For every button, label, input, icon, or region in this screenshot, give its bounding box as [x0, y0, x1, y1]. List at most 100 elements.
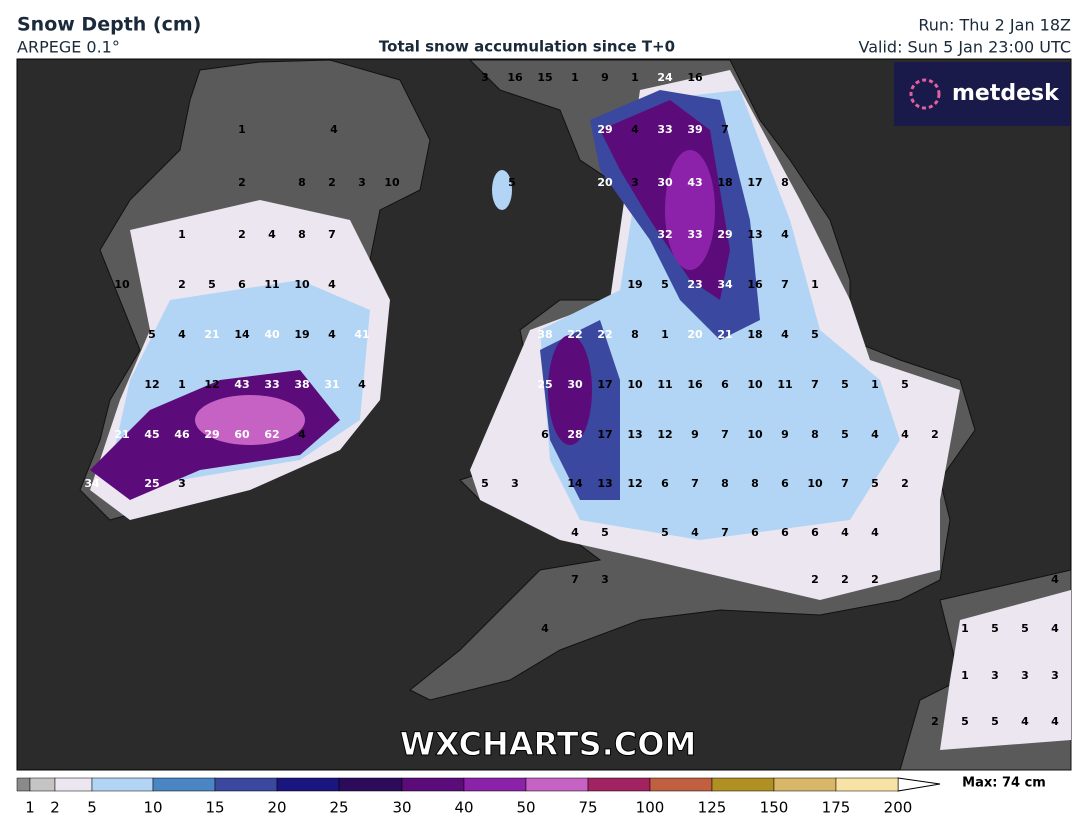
map-value: 2 — [811, 573, 819, 586]
map-value: 7 — [721, 428, 729, 441]
colorbar-tick-label: 10 — [143, 799, 162, 817]
map-value: 2 — [871, 573, 879, 586]
colorbar-segment — [276, 777, 340, 792]
map-value: 13 — [597, 477, 612, 490]
map-value: 34 — [717, 278, 733, 291]
map-value: 10 — [114, 278, 130, 291]
map-value: 3 — [601, 573, 609, 586]
map-value: 5 — [148, 328, 156, 341]
map-value: 4 — [328, 328, 336, 341]
colorbar-segment — [587, 777, 651, 792]
colorbar-segment — [835, 777, 899, 792]
map-value: 1 — [811, 278, 819, 291]
colorbar-tick-label: 1 — [25, 799, 35, 817]
map-value: 10 — [747, 378, 763, 391]
map-value: 5 — [961, 715, 969, 728]
map-value: 1 — [178, 378, 186, 391]
colorbar-tick-label: 125 — [698, 799, 727, 817]
map-value: 8 — [721, 477, 729, 490]
map-value: 4 — [1021, 715, 1029, 728]
map-value: 33 — [657, 123, 672, 136]
map-value: 45 — [144, 428, 159, 441]
map-value: 5 — [661, 526, 669, 539]
map-value: 5 — [661, 278, 669, 291]
map-value: 11 — [777, 378, 792, 391]
logo-icon — [909, 78, 941, 110]
map-value: 22 — [597, 328, 612, 341]
map-value: 12 — [657, 428, 672, 441]
colorbar-segment — [16, 777, 31, 792]
map-value: 30 — [567, 378, 583, 391]
map-value: 4 — [178, 328, 186, 341]
map-value: 31 — [324, 378, 339, 391]
map-value: 24 — [657, 71, 673, 84]
map-value: 6 — [781, 526, 789, 539]
map-value: 4 — [871, 428, 879, 441]
map-value: 4 — [841, 526, 849, 539]
map-value: 6 — [751, 526, 759, 539]
map-value: 3 — [1051, 669, 1059, 682]
map-value: 1 — [871, 378, 879, 391]
map-value: 16 — [687, 71, 703, 84]
map-value: 20 — [687, 328, 703, 341]
map-value: 22 — [567, 328, 582, 341]
colorbar-segment — [29, 777, 56, 792]
map-value: 40 — [264, 328, 280, 341]
map-value: 8 — [298, 228, 306, 241]
map-value: 5 — [1021, 622, 1029, 635]
map-value: 4 — [328, 278, 336, 291]
map-value: 6 — [541, 428, 549, 441]
colorbar-tick-label: 2 — [50, 799, 60, 817]
map-value: 29 — [204, 428, 219, 441]
map-value: 5 — [841, 428, 849, 441]
map-value: 2 — [901, 477, 909, 490]
map-value: 20 — [597, 176, 613, 189]
map-value: 4 — [1051, 715, 1059, 728]
map-value: 14 — [234, 328, 250, 341]
map-value: 5 — [601, 526, 609, 539]
legend: Max: 74 cm 1 2 5 10 15 20 25 30 40 50 75 100 125 150 1… — [16, 776, 1046, 817]
map-value: 17 — [597, 378, 612, 391]
map-value: 8 — [811, 428, 819, 441]
map-value: 2 — [238, 228, 246, 241]
title: Snow Depth (cm) — [17, 14, 201, 36]
map-value: 2 — [931, 715, 939, 728]
map-value: 4 — [298, 428, 306, 441]
colorbar-segment — [54, 777, 93, 792]
map-value: 7 — [721, 123, 729, 136]
map-value: 43 — [234, 378, 249, 391]
map-value: 13 — [747, 228, 762, 241]
map-value: 6 — [238, 278, 246, 291]
colorbar-tick-label: 25 — [329, 799, 348, 817]
map-value: 8 — [298, 176, 306, 189]
map-value: 9 — [691, 428, 699, 441]
map-value: 5 — [871, 477, 879, 490]
map-value: 12 — [144, 378, 159, 391]
map-value: 4 — [1051, 622, 1059, 635]
run: Run: Thu 2 Jan 18Z — [918, 16, 1071, 35]
map-value: 2 — [238, 176, 246, 189]
map-value: 46 — [174, 428, 190, 441]
map-value: 23 — [687, 278, 702, 291]
map-value: 10 — [294, 278, 310, 291]
map-value: 7 — [691, 477, 699, 490]
colorbar-tick-label: 50 — [516, 799, 535, 817]
colorbar-segment — [91, 777, 154, 792]
map-value: 6 — [661, 477, 669, 490]
map-value: 6 — [781, 477, 789, 490]
model: ARPEGE 0.1° — [17, 38, 120, 57]
map-value: 5 — [841, 378, 849, 391]
logo: metdesk — [952, 81, 1060, 106]
colorbar-segment — [463, 777, 527, 792]
map-value: 1 — [178, 228, 186, 241]
map-value: 38 — [294, 378, 309, 391]
map-value: 10 — [807, 477, 823, 490]
map-value: 62 — [264, 428, 279, 441]
map-value: 4 — [871, 526, 879, 539]
map-value: 19 — [294, 328, 309, 341]
colorbar-segment — [401, 777, 465, 792]
map-value: 6 — [721, 378, 729, 391]
map-value: 17 — [747, 176, 762, 189]
snow-pennines-peak — [665, 150, 715, 270]
